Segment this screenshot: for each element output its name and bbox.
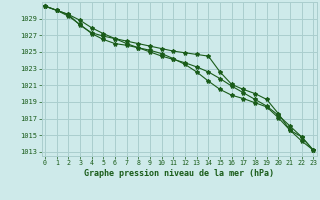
X-axis label: Graphe pression niveau de la mer (hPa): Graphe pression niveau de la mer (hPa) xyxy=(84,169,274,178)
